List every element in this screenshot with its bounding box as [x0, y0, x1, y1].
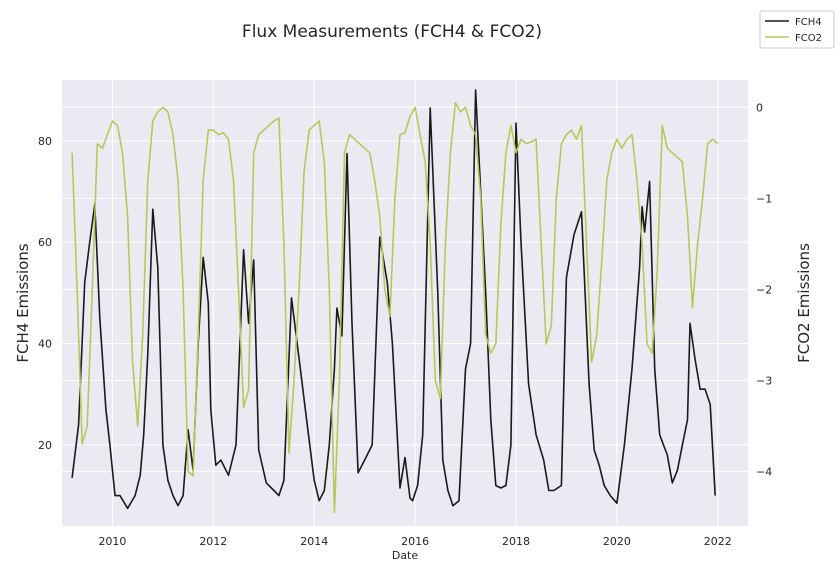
x-tick-label: 2010 [98, 535, 126, 548]
right-y-tick-label: −2 [756, 283, 772, 296]
right-axis-label: FCO2 Emissions [795, 243, 813, 363]
series-layer [71, 89, 719, 514]
series-line-fco2 [71, 102, 719, 514]
chart-title: Flux Measurements (FCH4 & FCO2) [242, 22, 542, 42]
x-tick-label: 2018 [502, 535, 530, 548]
left-y-tick-label: 60 [38, 236, 52, 249]
left-axis-ticks: 20 40 60 80 [38, 135, 52, 452]
x-axis-label: Date [392, 549, 419, 562]
left-y-tick-label: 80 [38, 135, 52, 148]
x-tick-label: 2020 [603, 535, 631, 548]
right-y-tick-label: −4 [756, 465, 772, 478]
legend-label-fco2: FCO2 [795, 33, 822, 44]
gridlines [62, 80, 748, 526]
right-y-tick-label: −1 [756, 192, 772, 205]
left-y-tick-label: 20 [38, 439, 52, 452]
x-tick-label: 2012 [199, 535, 227, 548]
right-y-tick-label: −3 [756, 374, 772, 387]
x-tick-label: 2014 [300, 535, 328, 548]
right-y-tick-label: 0 [756, 101, 763, 114]
x-tick-label: 2022 [704, 535, 732, 548]
x-tick-label: 2016 [401, 535, 429, 548]
right-axis-ticks: 0 −1 −2 −3 −4 [756, 101, 772, 478]
left-y-tick-label: 40 [38, 338, 52, 351]
legend-label-fch4: FCH4 [795, 17, 822, 28]
series-line-fch4 [71, 89, 716, 510]
left-axis-label: FCH4 Emissions [14, 243, 32, 362]
x-axis-ticks: 2010 2012 2014 2016 2018 2020 2022 [98, 535, 731, 548]
legend: FCH4 FCO2 [759, 10, 835, 49]
